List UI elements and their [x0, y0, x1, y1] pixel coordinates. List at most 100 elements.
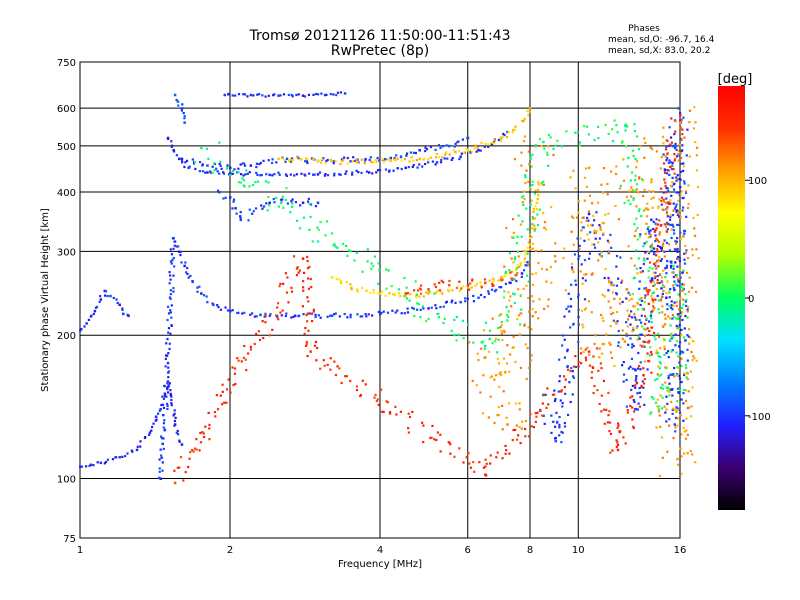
- data-point: [663, 255, 666, 258]
- data-point: [649, 412, 652, 416]
- data-point: [291, 159, 295, 162]
- data-point: [670, 350, 673, 353]
- data-point: [502, 357, 506, 360]
- data-point: [679, 297, 682, 300]
- data-point: [464, 297, 467, 300]
- data-point: [667, 161, 670, 165]
- data-point: [103, 462, 107, 465]
- data-point: [611, 128, 614, 131]
- data-point: [577, 249, 580, 252]
- data-point: [526, 109, 529, 113]
- data-point: [563, 385, 566, 389]
- data-point: [443, 157, 446, 160]
- data-point: [104, 290, 108, 293]
- data-point: [695, 248, 698, 251]
- data-point: [290, 316, 293, 319]
- data-point: [629, 404, 632, 408]
- data-point: [638, 391, 641, 394]
- data-point: [267, 94, 270, 97]
- data-point: [591, 243, 594, 246]
- data-point: [621, 279, 624, 282]
- data-point: [455, 315, 458, 319]
- data-point: [671, 388, 674, 391]
- data-point: [182, 479, 185, 482]
- data-point: [629, 203, 632, 206]
- data-point: [650, 178, 653, 181]
- data-point: [396, 167, 400, 170]
- data-point: [627, 189, 631, 193]
- data-point: [621, 300, 624, 304]
- data-point: [499, 326, 502, 329]
- data-point: [602, 379, 605, 383]
- data-point: [684, 251, 688, 255]
- data-point: [290, 157, 294, 160]
- data-point: [648, 329, 651, 333]
- data-point: [427, 158, 430, 161]
- data-point: [660, 187, 663, 190]
- data-point: [607, 276, 610, 280]
- data-point: [661, 311, 664, 314]
- data-point: [502, 296, 506, 299]
- data-point: [272, 197, 275, 201]
- data-point: [682, 426, 685, 430]
- data-point: [651, 267, 654, 270]
- y-tick-label: 200: [57, 331, 76, 342]
- stats-o-mode: mean, sd,O: -96.7, 16.4: [608, 35, 715, 45]
- data-point: [497, 414, 501, 417]
- data-point: [669, 223, 672, 226]
- data-point: [300, 157, 303, 161]
- data-point: [237, 181, 241, 184]
- data-point: [670, 141, 674, 144]
- data-point: [396, 157, 399, 160]
- data-point: [649, 279, 652, 282]
- data-point: [676, 374, 679, 377]
- data-point: [653, 331, 656, 335]
- data-point: [204, 425, 207, 428]
- data-point: [282, 93, 286, 96]
- data-point: [655, 426, 658, 429]
- data-point: [573, 253, 577, 256]
- data-point: [379, 312, 382, 316]
- data-point: [540, 267, 544, 270]
- data-point: [669, 266, 673, 269]
- data-point: [459, 300, 462, 304]
- data-point: [521, 119, 524, 122]
- data-point: [289, 160, 293, 163]
- data-point: [522, 269, 526, 272]
- x-tick-label: 16: [674, 545, 687, 556]
- data-point: [507, 402, 511, 405]
- data-point: [646, 352, 649, 355]
- data-point: [167, 327, 171, 330]
- data-point: [607, 300, 610, 303]
- data-point: [542, 140, 545, 144]
- data-point: [480, 284, 483, 287]
- data-point: [489, 376, 492, 379]
- data-point: [170, 140, 173, 143]
- data-point: [640, 384, 643, 388]
- data-point: [546, 145, 550, 148]
- colorbar-tick-label: 100: [748, 176, 767, 187]
- data-point: [684, 293, 687, 296]
- data-point: [180, 443, 184, 446]
- data-point: [615, 265, 618, 268]
- data-point: [645, 207, 648, 210]
- data-point: [632, 410, 636, 413]
- data-point: [588, 364, 592, 367]
- data-point: [449, 443, 452, 446]
- data-point: [557, 390, 560, 393]
- data-point: [684, 437, 688, 440]
- data-point: [159, 477, 162, 481]
- data-point: [522, 287, 525, 290]
- data-point: [663, 168, 666, 171]
- data-point: [227, 92, 231, 96]
- data-point: [593, 231, 596, 234]
- data-point: [593, 384, 596, 388]
- data-point: [545, 280, 548, 283]
- data-point: [301, 305, 305, 308]
- data-point: [667, 169, 670, 172]
- data-point: [403, 295, 406, 298]
- data-point: [601, 221, 604, 225]
- data-point: [542, 180, 545, 183]
- data-point: [659, 273, 662, 276]
- data-point: [503, 331, 506, 334]
